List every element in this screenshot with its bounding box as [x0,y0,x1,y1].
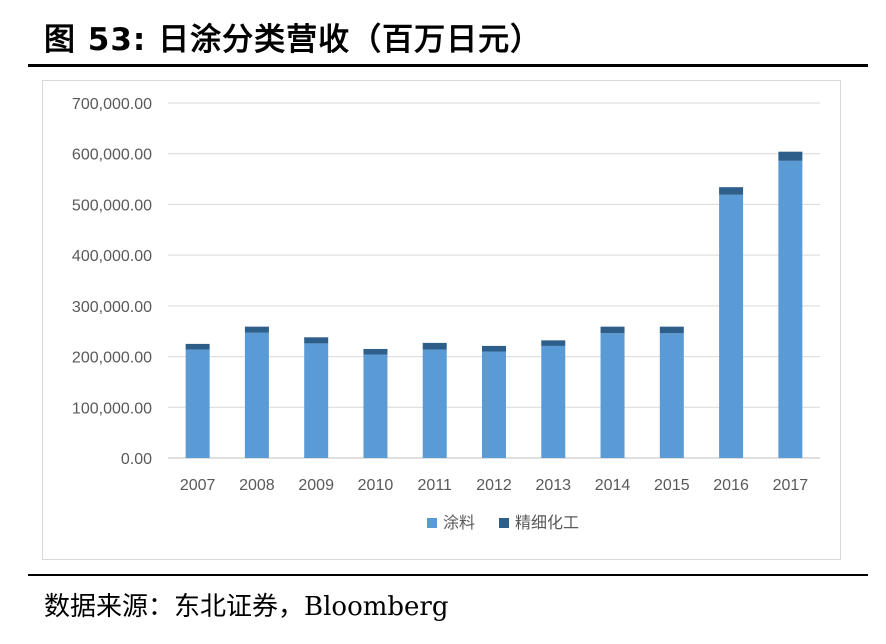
y-tick-label: 100,000.00 [72,400,152,417]
x-tick-label: 2010 [358,477,394,494]
chart-frame: 0.00 100,000.00 200,000.00 300,000.00 400,00… [42,80,841,560]
x-tick-label: 2013 [535,477,571,494]
bar-segment-paint [659,333,684,458]
bar-segment-fine-chemicals [719,187,744,195]
legend: 涂料 精细化工 [427,514,579,532]
x-tick-label: 2014 [595,477,631,494]
title-rule [28,64,868,67]
x-tick-label: 2012 [476,477,512,494]
x-tick-label: 2011 [418,477,453,494]
source-rule [28,574,868,576]
bar-segment-paint [304,343,329,458]
bar-segment-paint [422,349,447,458]
y-tick-label: 400,000.00 [72,248,152,265]
stacked-bar-chart: 0.00 100,000.00 200,000.00 300,000.00 400,00… [72,96,820,532]
y-tick-label: 500,000.00 [72,197,152,214]
y-tick-label: 600,000.00 [72,147,152,164]
bar-segment-paint [363,354,388,458]
bar-segment-fine-chemicals [659,326,684,334]
x-tick-label: 2008 [239,477,275,494]
bar-segment-fine-chemicals [600,326,625,334]
bar-segment-fine-chemicals [482,345,506,352]
bar-segment-fine-chemicals [363,348,388,355]
legend-label: 涂料 [443,514,475,532]
bar-segment-paint [244,332,269,458]
y-axis: 0.00 100,000.00 200,000.00 300,000.00 400,00… [72,96,152,468]
bar-segment-fine-chemicals [422,342,447,350]
source-note: 数据来源：东北证券，Bloomberg [44,592,449,622]
bar-segment-paint [482,351,506,458]
bar-segment-paint [600,333,625,458]
bars [185,151,803,459]
bar-segment-paint [541,345,566,458]
bar-segment-fine-chemicals [185,343,210,350]
legend-swatch [427,518,437,528]
legend-swatch [499,518,509,528]
bar-segment-fine-chemicals [778,151,803,161]
bar-segment-fine-chemicals [244,326,269,333]
bar-segment-paint [719,194,744,458]
x-tick-label: 2016 [713,477,749,494]
bar-segment-paint [185,349,210,458]
x-tick-label: 2017 [773,477,809,494]
bar-segment-fine-chemicals [541,340,566,346]
y-tick-label: 300,000.00 [72,299,152,316]
x-tick-label: 2007 [180,477,216,494]
x-tick-label: 2015 [654,477,690,494]
y-tick-label: 0.00 [121,451,152,468]
y-tick-label: 200,000.00 [72,350,152,367]
y-tick-label: 700,000.00 [72,96,152,113]
figure-title: 图 53: 日涂分类营收（百万日元） [44,22,543,58]
bar-segment-fine-chemicals [304,337,329,344]
legend-label: 精细化工 [515,514,579,532]
x-tick-label: 2009 [298,477,334,494]
bar-segment-paint [778,160,803,459]
x-axis: 2007 2008 2009 2010 2011 2012 2013 2014 2015 2016… [180,477,808,494]
